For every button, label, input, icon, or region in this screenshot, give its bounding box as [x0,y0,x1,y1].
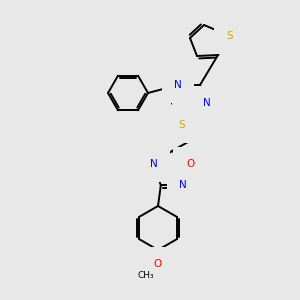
Text: O: O [186,159,194,169]
Text: O: O [154,259,162,269]
Text: N: N [179,180,187,190]
Text: S: S [227,31,233,41]
Text: S: S [179,120,185,130]
Text: N: N [150,159,158,169]
Text: CH₃: CH₃ [138,272,154,280]
Text: N: N [203,98,211,108]
Text: N: N [184,108,192,118]
Text: N: N [174,80,182,90]
